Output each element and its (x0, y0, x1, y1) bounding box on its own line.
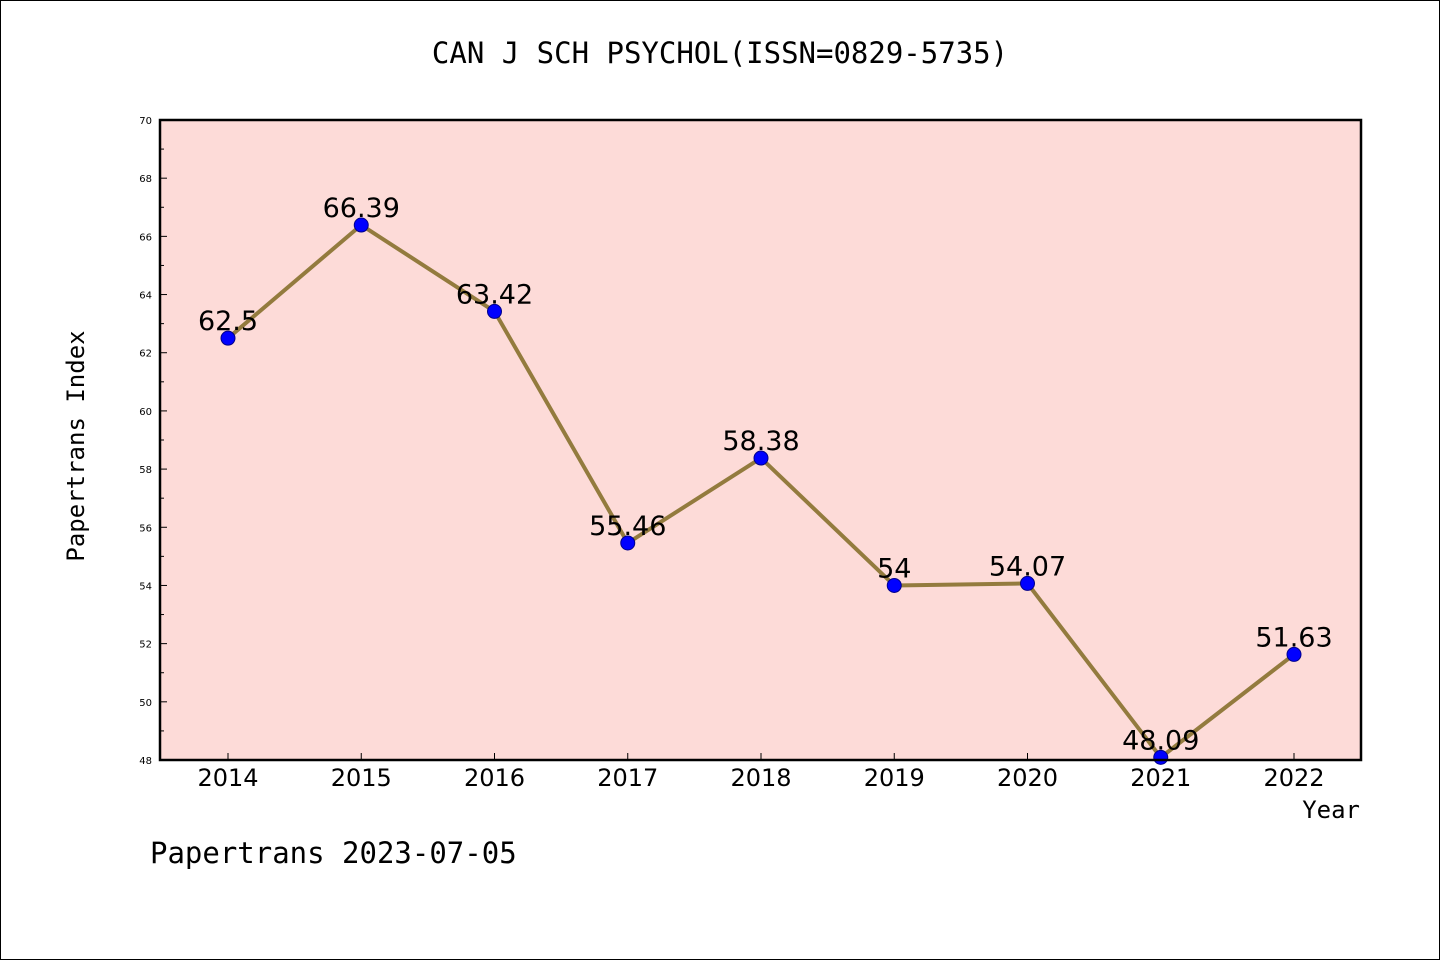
y-tick-label: 70 (139, 116, 152, 127)
x-tick-label: 2019 (864, 764, 925, 792)
chart-title: CAN J SCH PSYCHOL(ISSN=0829-5735) (431, 36, 1009, 70)
data-point (1286, 646, 1302, 662)
x-tick-label: 2016 (464, 764, 525, 792)
data-label: 54.07 (989, 551, 1066, 582)
y-tick-label: 48 (139, 756, 152, 767)
y-tick-label: 54 (139, 581, 152, 592)
footer-note: Papertrans 2023-07-05 (150, 836, 517, 870)
data-point (1020, 575, 1035, 591)
x-axis-ticks: 2014 2015 2016 2017 2018 2019 2020 2021 2022 (197, 753, 1325, 792)
data-point (220, 330, 236, 346)
data-point (886, 577, 902, 593)
data-markers (220, 217, 1302, 765)
data-labels: 62.5 66.39 63.42 55.46 58.38 54 54.07 48.09 51.6… (198, 193, 1333, 756)
data-label: 55.46 (589, 511, 666, 542)
data-point (620, 535, 636, 551)
data-label: 66.39 (323, 193, 400, 224)
data-point (487, 303, 502, 319)
data-point (353, 217, 369, 233)
data-label: 58.38 (722, 426, 799, 457)
x-tick-label: 2017 (597, 764, 658, 792)
data-label: 54 (877, 553, 911, 584)
y-tick-label: 52 (139, 640, 152, 651)
data-label: 48.09 (1122, 725, 1199, 756)
y-tick-label: 64 (139, 291, 152, 302)
y-tick-label: 62 (139, 349, 152, 360)
x-tick-label: 2020 (997, 764, 1058, 792)
y-tick-label: 56 (139, 523, 152, 534)
y-tick-label: 66 (139, 232, 152, 243)
y-tick-label: 60 (139, 407, 152, 418)
x-axis-label: Year (1302, 796, 1360, 824)
x-tick-label: 2018 (730, 764, 791, 792)
y-axis-ticks: 48 50 52 54 56 58 60 62 64 66 68 70 (139, 116, 167, 767)
data-point (753, 450, 769, 466)
y-tick-label: 50 (139, 698, 152, 709)
y-tick-label: 68 (139, 174, 152, 185)
x-tick-label: 2014 (197, 764, 258, 792)
data-label: 62.5 (198, 306, 258, 337)
y-axis-label: Papertrans Index (62, 330, 90, 562)
data-label: 51.63 (1255, 622, 1332, 653)
x-tick-label: 2021 (1130, 764, 1191, 792)
data-label: 63.42 (456, 279, 533, 310)
plot-border (158, 118, 1363, 762)
x-tick-label: 2015 (331, 764, 392, 792)
x-tick-label: 2022 (1263, 764, 1324, 792)
y-tick-label: 58 (139, 465, 152, 476)
